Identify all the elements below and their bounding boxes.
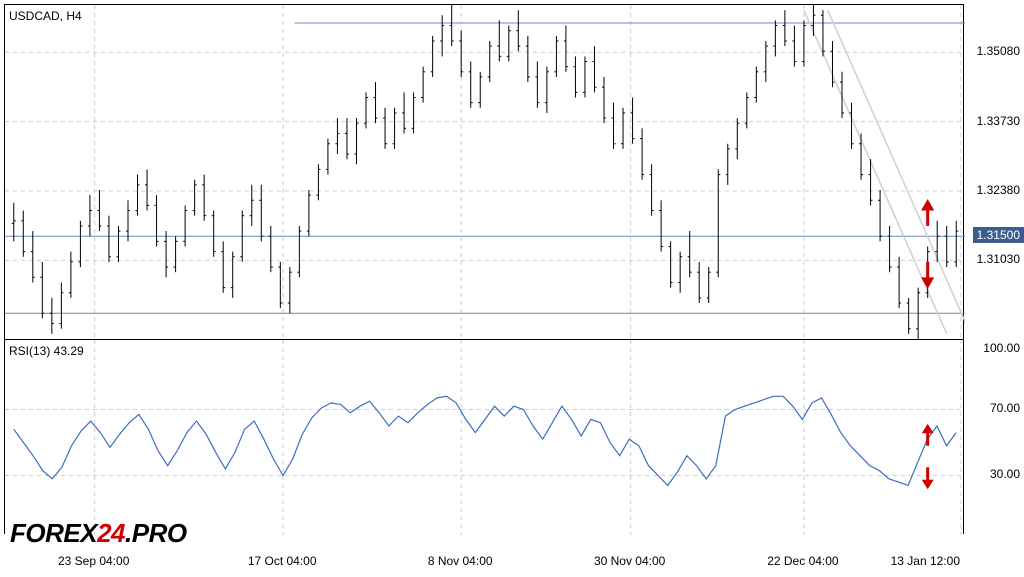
price-chart-svg [5,5,965,339]
rsi-y-tick: 70.00 [990,401,1020,415]
price-panel[interactable]: USDCAD, H4 [5,5,963,339]
x-tick-label: 23 Sep 04:00 [58,554,129,568]
x-tick-label: 30 Nov 04:00 [594,554,665,568]
price-y-tick: 1.33730 [977,114,1020,128]
logo-part-3: .PRO [125,518,187,548]
logo-part-2: 24 [97,518,125,548]
forex24-logo: FOREX24.PRO [10,518,187,549]
y-axis-right: 1.35080 1.33730 1.32380 1.31030 1.31500 100.0… [968,4,1024,534]
price-y-tick: 1.31030 [977,252,1020,266]
price-y-tick: 1.35080 [977,44,1020,58]
rsi-chart-svg [5,340,965,535]
rsi-panel[interactable]: RSI(13) 43.29 [5,339,963,534]
chart-container: USDCAD, H4 RSI(13) 43.29 [4,4,964,534]
price-y-tick: 1.32380 [977,183,1020,197]
price-panel-title: USDCAD, H4 [9,9,82,23]
x-tick-label: 17 Oct 04:00 [248,554,317,568]
x-tick-label: 13 Jan 12:00 [891,554,960,568]
rsi-y-tick: 100.00 [983,341,1020,355]
rsi-panel-title: RSI(13) 43.29 [9,344,84,358]
x-tick-label: 8 Nov 04:00 [428,554,493,568]
x-tick-label: 22 Dec 04:00 [767,554,838,568]
current-price-badge: 1.31500 [973,227,1024,243]
rsi-y-tick: 30.00 [990,467,1020,481]
logo-part-1: FOREX [10,518,97,548]
